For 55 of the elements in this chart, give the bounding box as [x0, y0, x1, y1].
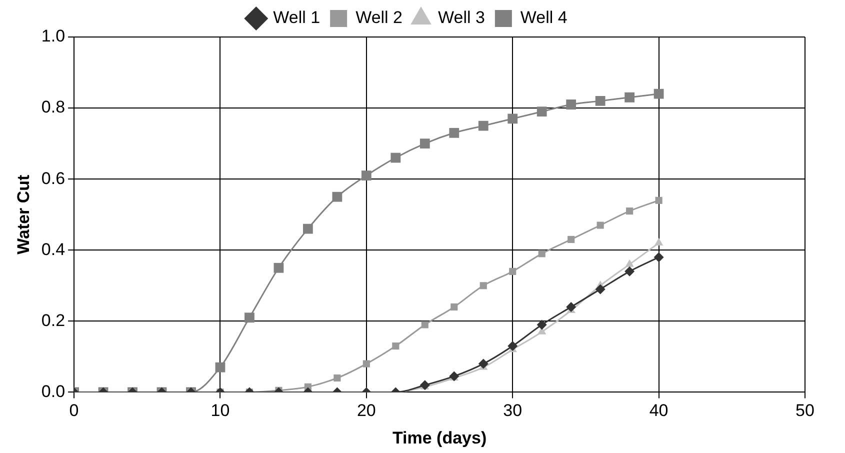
point — [536, 106, 547, 117]
point — [244, 312, 254, 323]
point — [566, 302, 576, 312]
y-axis-title: Water Cut — [14, 174, 33, 254]
point — [449, 128, 460, 138]
point — [509, 268, 516, 275]
x-tick-label: 0 — [69, 401, 79, 420]
point — [654, 88, 664, 99]
point — [302, 224, 313, 234]
point — [624, 266, 635, 276]
y-tick-label: 0.6 — [41, 168, 66, 188]
x-tick-label: 10 — [210, 401, 230, 420]
point — [480, 282, 487, 290]
x-tick-label: 20 — [356, 401, 376, 420]
point — [536, 320, 547, 330]
point — [538, 250, 546, 258]
x-axis-title: Time (days) — [392, 428, 487, 448]
point — [334, 374, 341, 382]
point — [421, 321, 428, 328]
point — [420, 138, 430, 149]
point — [626, 208, 634, 215]
point — [655, 196, 662, 204]
point — [654, 252, 664, 262]
point — [595, 96, 606, 106]
point — [624, 92, 635, 102]
point — [568, 236, 575, 243]
point — [566, 100, 576, 110]
point — [478, 358, 488, 369]
point — [508, 114, 518, 124]
x-tick-label: 30 — [503, 401, 522, 420]
point — [332, 192, 342, 202]
point — [274, 262, 284, 273]
point — [625, 259, 634, 267]
point — [362, 360, 370, 368]
point — [596, 222, 604, 229]
legend-label: Well 4 — [520, 8, 568, 28]
y-tick-label: 1.0 — [41, 26, 66, 46]
point — [392, 342, 400, 350]
x-tick-label: 50 — [796, 401, 814, 420]
point — [508, 341, 518, 352]
x-tick-label: 40 — [649, 401, 668, 420]
y-tick-label: 0.8 — [41, 98, 66, 117]
point — [361, 170, 372, 180]
y-tick-label: 0.2 — [41, 310, 66, 330]
point — [654, 238, 664, 246]
y-tick-label: 0.0 — [41, 382, 66, 401]
legend-label: Well 3 — [438, 8, 485, 28]
point — [215, 362, 226, 372]
legend-label: Well 2 — [356, 8, 403, 28]
legend-label: Well 1 — [273, 8, 320, 28]
y-tick-label: 0.4 — [41, 240, 66, 259]
point — [390, 152, 401, 163]
point — [478, 120, 488, 131]
point — [595, 284, 606, 294]
point — [450, 303, 458, 310]
